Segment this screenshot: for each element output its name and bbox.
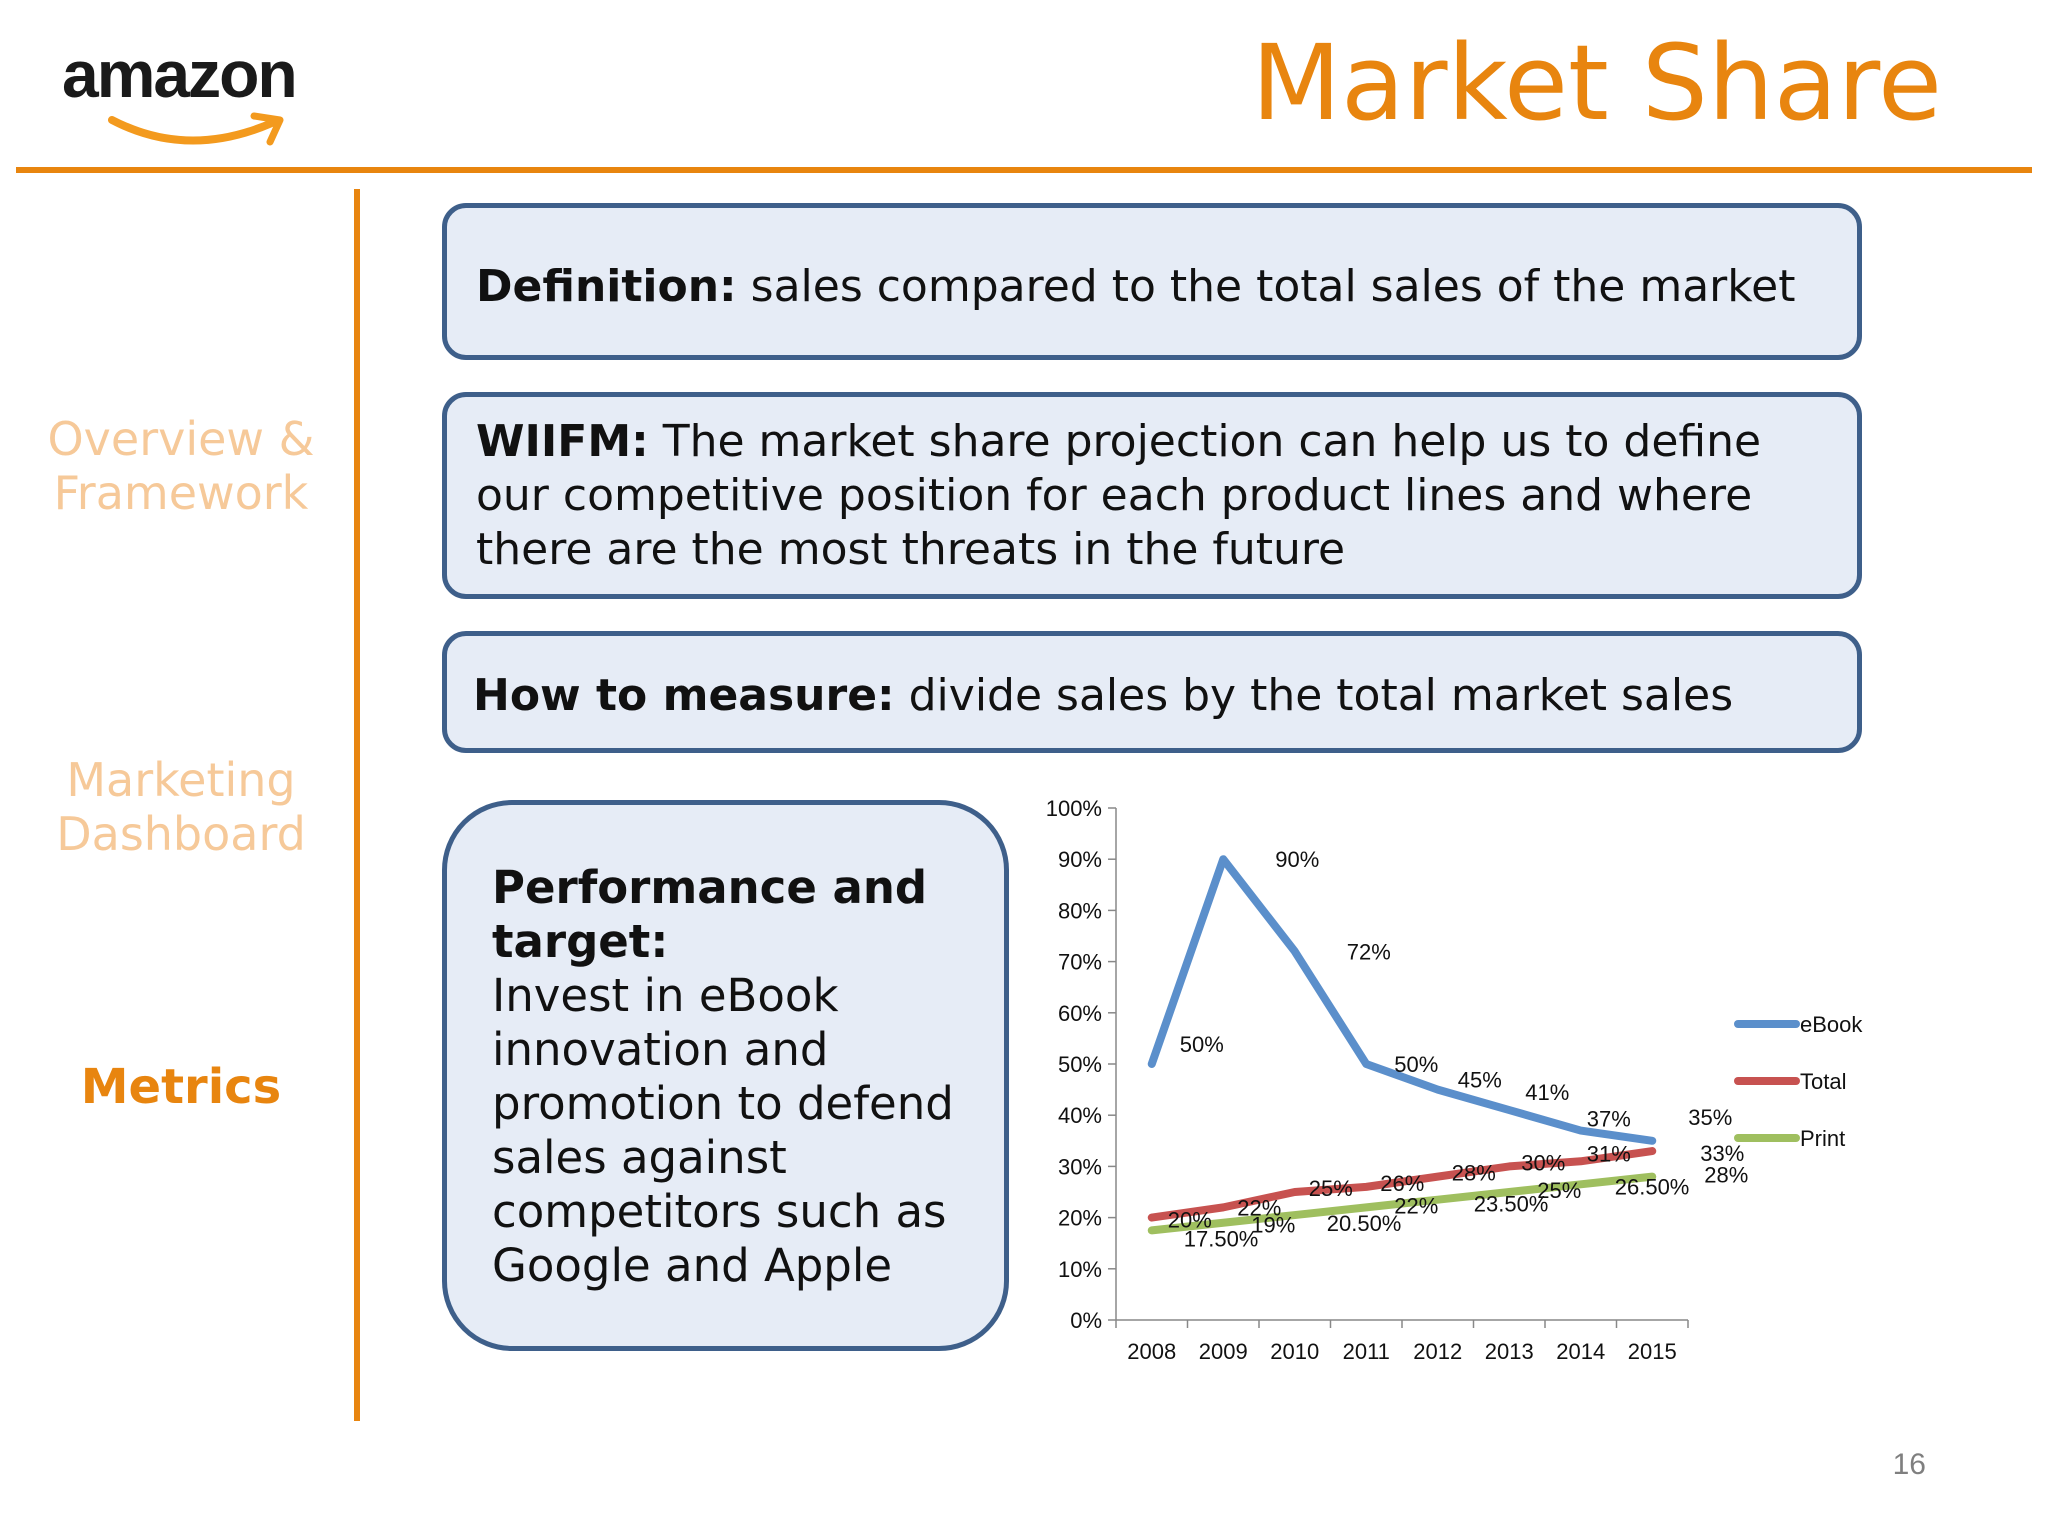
chart-axes: 0% 10% 20% 30% 40% 50% 60% 70% 80% 90% 100% 2008 200… — [1046, 796, 1689, 1364]
data-label-total: 31% — [1587, 1141, 1631, 1166]
y-tick-label: 0% — [1070, 1308, 1102, 1333]
y-tick-label: 60% — [1058, 1001, 1102, 1026]
data-label-ebook: 90% — [1275, 847, 1319, 872]
x-tick-label: 2014 — [1556, 1339, 1605, 1364]
data-label-ebook: 35% — [1688, 1105, 1732, 1130]
data-label-total: 25% — [1309, 1176, 1353, 1201]
data-label-ebook: 37% — [1587, 1107, 1631, 1132]
y-tick-label: 70% — [1058, 950, 1102, 975]
x-tick-label: 2011 — [1343, 1339, 1390, 1364]
wiifm-box: WIIFM: The market share projection can h… — [442, 392, 1862, 599]
measure-text: divide sales by the total market sales — [894, 670, 1734, 721]
page-number: 16 — [1892, 1448, 1926, 1481]
wiifm-label: WIIFM: — [476, 416, 649, 467]
x-tick-label: 2015 — [1628, 1339, 1677, 1364]
wiifm-text: The market share projection can help us … — [476, 416, 1762, 575]
y-tick-label: 80% — [1058, 898, 1102, 923]
nav-item-metrics[interactable]: Metrics — [18, 1060, 344, 1114]
x-tick-label: 2008 — [1127, 1339, 1176, 1364]
measure-label: How to measure: — [473, 670, 895, 721]
data-label-ebook: 50% — [1180, 1032, 1224, 1057]
data-label-print: 17.50% — [1184, 1226, 1259, 1251]
data-label-print: 20.50% — [1327, 1211, 1402, 1236]
nav-label: Overview & — [47, 412, 315, 466]
data-label-print: 25% — [1537, 1178, 1581, 1203]
market-share-chart: 0% 10% 20% 30% 40% 50% 60% 70% 80% 90% 100% 2008 200… — [1046, 796, 1864, 1364]
definition-label: Definition: — [476, 261, 737, 312]
y-tick-label: 10% — [1058, 1257, 1102, 1282]
nav-label: Dashboard — [56, 807, 306, 861]
data-label-print: 22% — [1394, 1193, 1438, 1218]
series-line-ebook — [1147, 855, 1657, 1145]
x-tick-label: 2009 — [1199, 1339, 1248, 1364]
performance-box: Performance and target: Invest in eBook … — [442, 800, 1009, 1351]
x-tick-label: 2013 — [1485, 1339, 1534, 1364]
data-label-ebook: 72% — [1347, 939, 1391, 964]
definition-box: Definition: sales compared to the total … — [442, 203, 1862, 360]
amazon-smile-icon — [108, 112, 284, 146]
data-label-print: 23.50% — [1474, 1192, 1549, 1217]
logo-wordmark: amazon — [62, 37, 298, 111]
y-tick-label: 30% — [1058, 1154, 1102, 1179]
legend-label-ebook: eBook — [1800, 1012, 1863, 1037]
data-label-total: 33% — [1700, 1141, 1744, 1166]
nav-label: Marketing — [66, 753, 296, 807]
data-label-total: 26% — [1380, 1171, 1424, 1196]
data-label-total: 28% — [1452, 1161, 1496, 1186]
page-title: Market Share — [1251, 22, 1942, 144]
data-label-print: 28% — [1704, 1163, 1748, 1188]
y-tick-label: 20% — [1058, 1206, 1102, 1231]
measure-box: How to measure: divide sales by the tota… — [442, 631, 1862, 753]
amazon-logo: amazon — [62, 34, 332, 146]
performance-text: Invest in eBook innovation and promotion… — [492, 969, 954, 1292]
nav-item-overview[interactable]: Overview & Framework — [18, 412, 344, 520]
y-tick-label: 40% — [1058, 1103, 1102, 1128]
definition-text: sales compared to the total sales of the… — [736, 261, 1796, 312]
y-tick-label: 100% — [1046, 796, 1102, 821]
y-tick-label: 50% — [1058, 1052, 1102, 1077]
data-label-ebook: 50% — [1394, 1052, 1438, 1077]
chart-data-labels: 50%90%72%50%45% 41%37% 35%20% 22%25% 26% 28% 3… — [1168, 847, 1749, 1251]
data-label-total: 30% — [1521, 1150, 1565, 1175]
sidebar-divider — [354, 189, 360, 1421]
nav-label: Framework — [53, 466, 309, 520]
data-label-total: 20% — [1168, 1208, 1212, 1233]
legend-label-total: Total — [1800, 1069, 1846, 1094]
header-divider — [16, 167, 2032, 173]
x-tick-label: 2010 — [1270, 1339, 1319, 1364]
chart-series — [1147, 855, 1657, 1235]
series-line-print — [1147, 1172, 1657, 1235]
data-label-ebook: 41% — [1525, 1080, 1569, 1105]
data-label-total: 22% — [1237, 1195, 1281, 1220]
data-label-print: 19% — [1251, 1213, 1295, 1238]
nav-label: Metrics — [80, 1059, 282, 1115]
data-label-ebook: 45% — [1458, 1068, 1502, 1093]
performance-label: Performance and target: — [492, 861, 928, 968]
series-line-total — [1147, 1147, 1657, 1222]
data-label-print: 26.50% — [1615, 1174, 1690, 1199]
y-tick-label: 90% — [1058, 847, 1102, 872]
x-tick-label: 2012 — [1413, 1339, 1462, 1364]
chart-legend: eBook Total Print — [1734, 1012, 1863, 1151]
legend-label-print: Print — [1800, 1126, 1845, 1151]
nav-item-marketing-dashboard[interactable]: Marketing Dashboard — [18, 753, 344, 861]
